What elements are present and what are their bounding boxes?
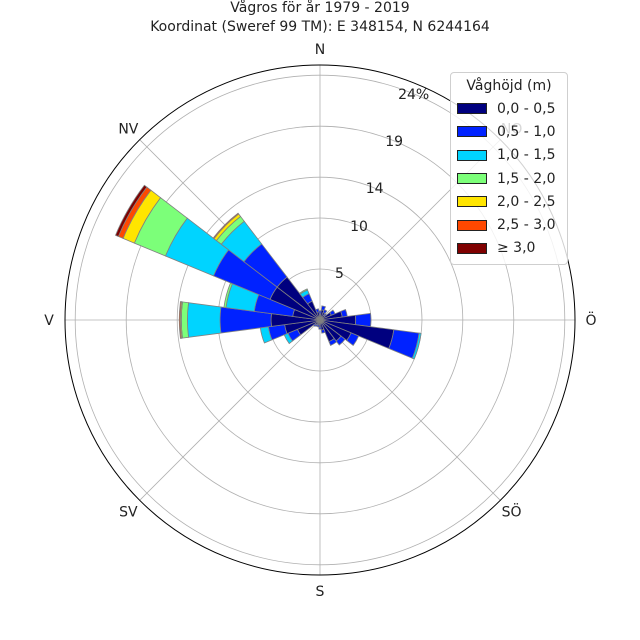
legend-swatch (457, 103, 487, 115)
legend-swatch (457, 126, 487, 138)
rose-bar-270-bin-3 (180, 301, 189, 339)
legend-label: 2,0 - 2,5 (497, 193, 556, 210)
legend-label: 1,0 - 1,5 (497, 147, 556, 164)
rose-bar-120-bin-1 (346, 332, 360, 347)
rose-bar-75-bin-1 (340, 308, 348, 318)
rose-bar-330-bin-3 (298, 288, 309, 295)
rose-bar-270-bin-5 (178, 301, 182, 339)
legend-item: 1,0 - 1,5 (451, 144, 567, 167)
legend-swatch (457, 196, 487, 208)
legend-swatch (457, 242, 487, 254)
rose-bar-345-bin-1 (315, 308, 320, 313)
rose-bar-165-bin-1 (320, 328, 326, 334)
legend-swatch (457, 173, 487, 185)
legend-label: ≥ 3,0 (497, 240, 536, 257)
direction-label: N (315, 42, 325, 58)
rose-bar-30-bin-1 (322, 309, 328, 315)
rose-bar-180-bin-1 (318, 326, 322, 330)
rose-bar-315-bin-5 (212, 212, 240, 240)
rose-bar-270-bin-2 (186, 302, 222, 338)
legend-item: 0,5 - 1,0 (451, 120, 567, 143)
legend-label: 1,5 - 2,0 (497, 170, 556, 187)
direction-label: S (316, 584, 325, 600)
direction-label: SÖ (502, 503, 522, 521)
grid-spoke (319, 319, 501, 501)
rose-bar-300-bin-6 (114, 184, 148, 237)
legend-item: 0,0 - 0,5 (451, 97, 567, 120)
rose-bar-150-bin-1 (328, 338, 338, 346)
direction-label: Ö (585, 311, 596, 329)
direction-label: NV (118, 121, 138, 137)
direction-label: SV (119, 505, 138, 521)
rose-bar-15-bin-1 (320, 305, 326, 312)
legend-item: 1,5 - 2,0 (451, 167, 567, 190)
legend-swatch (457, 219, 487, 231)
radial-tick-label: 24% (398, 87, 429, 103)
rose-bar-135-bin-1 (335, 335, 346, 346)
radial-tick-label: 10 (350, 219, 368, 235)
rose-bar-105-bin-2 (411, 332, 422, 360)
legend-item: 2,0 - 2,5 (451, 190, 567, 213)
legend-label: 0,0 - 0,5 (497, 100, 556, 117)
legend-item: 2,5 - 3,0 (451, 213, 567, 236)
chart-title: Vågros för år 1979 - 2019 (230, 0, 410, 16)
grid-spoke (139, 319, 321, 501)
legend: Våghöjd (m) 0,0 - 0,5 0,5 - 1,0 1,0 - 1,5 1… (450, 72, 568, 266)
radial-tick-label: 14 (366, 181, 384, 197)
direction-label: V (44, 313, 54, 329)
legend-label: 2,5 - 3,0 (497, 217, 556, 234)
legend-title: Våghöjd (m) (466, 78, 552, 94)
legend-label: 0,5 - 1,0 (497, 123, 556, 140)
radial-tick-label: 5 (335, 266, 344, 282)
chart-subtitle: Koordinat (Sweref 99 TM): E 348154, N 62… (150, 19, 490, 35)
legend-swatch (457, 149, 487, 161)
radial-tick-label: 19 (385, 134, 403, 150)
legend-item: ≥ 3,0 (451, 237, 567, 260)
outer-circle (64, 64, 576, 576)
